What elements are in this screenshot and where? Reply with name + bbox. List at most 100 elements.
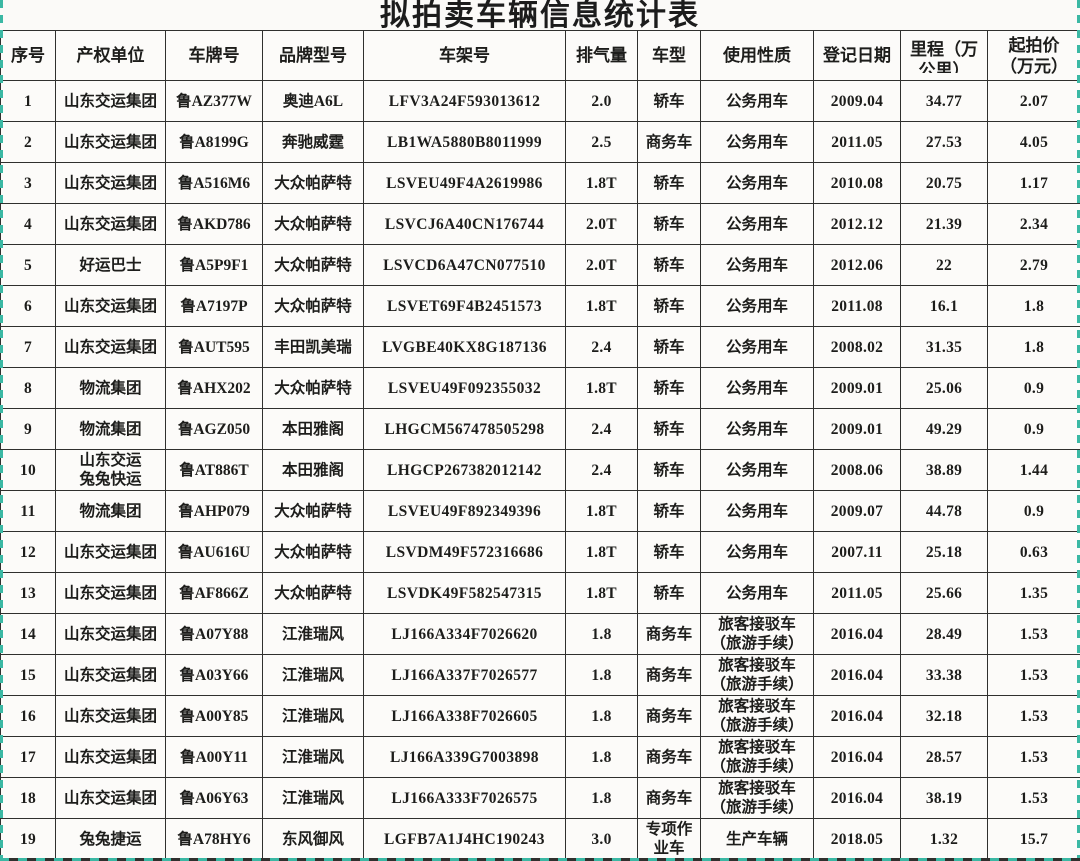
table-row: 18 山东交运集团 鲁A06Y63 江淮瑞风 LJ166A333F7026575 1.8 商… — [0, 777, 1080, 819]
cell-type: 轿车 — [637, 285, 701, 327]
cell-plate: 鲁A516M6 — [165, 162, 263, 204]
cell-type: 商务车 — [637, 613, 701, 655]
cell-mileage: 31.35 — [900, 326, 988, 368]
cell-displacement: 1.8T — [565, 490, 638, 532]
cell-price: 0.9 — [987, 490, 1080, 532]
cell-no: 15 — [0, 654, 56, 696]
cell-type: 轿车 — [637, 203, 701, 245]
cell-reg_date: 2009.01 — [813, 408, 901, 450]
cell-usage: 公务用车 — [700, 572, 814, 614]
cell-vin: LSVEU49F892349396 — [363, 490, 566, 532]
cell-displacement: 2.4 — [565, 449, 638, 491]
cell-no: 7 — [0, 326, 56, 368]
cell-reg_date: 2012.12 — [813, 203, 901, 245]
cell-usage: 公务用车 — [700, 244, 814, 286]
cell-vin: LB1WA5880B8011999 — [363, 121, 566, 163]
cell-owner: 好运巴士 — [55, 244, 166, 286]
cell-owner: 物流集团 — [55, 490, 166, 532]
cell-model: 东风御风 — [262, 818, 364, 860]
cell-plate: 鲁AT886T — [165, 449, 263, 491]
cell-owner: 山东交运集团 — [55, 80, 166, 122]
cell-type: 商务车 — [637, 654, 701, 696]
cell-plate: 鲁AKD786 — [165, 203, 263, 245]
cell-displacement: 2.4 — [565, 408, 638, 450]
cell-displacement: 2.0 — [565, 80, 638, 122]
cell-type: 专项作业车 — [637, 818, 701, 860]
cell-usage: 公务用车 — [700, 449, 814, 491]
cell-displacement: 1.8T — [565, 285, 638, 327]
cell-displacement: 3.0 — [565, 818, 638, 860]
vehicle-auction-table: 序号 产权单位 车牌号 品牌型号 车架号 排气量 车型 使用性质 登记日期 里程（万公里） 起拍价 … — [0, 30, 1080, 860]
cell-usage: 旅客接驳车 （旅游手续） — [700, 654, 814, 696]
table-row: 1 山东交运集团 鲁AZ377W 奥迪A6L LFV3A24F593013612 2.0 轿… — [0, 80, 1080, 122]
cell-vin: LSVET69F4B2451573 — [363, 285, 566, 327]
cell-displacement: 2.4 — [565, 326, 638, 368]
cell-no: 19 — [0, 818, 56, 860]
cell-owner: 山东交运集团 — [55, 777, 166, 819]
cell-vin: LJ166A334F7026620 — [363, 613, 566, 655]
cell-model: 大众帕萨特 — [262, 203, 364, 245]
table-row: 5 好运巴士 鲁A5P9F1 大众帕萨特 LSVCD6A47CN077510 2.0T 轿车… — [0, 244, 1080, 286]
cell-type: 商务车 — [637, 695, 701, 737]
cell-model: 本田雅阁 — [262, 408, 364, 450]
cell-usage: 旅客接驳车 （旅游手续） — [700, 613, 814, 655]
cell-usage: 公务用车 — [700, 408, 814, 450]
cell-displacement: 2.0T — [565, 244, 638, 286]
cell-usage: 旅客接驳车 （旅游手续） — [700, 695, 814, 737]
cell-no: 4 — [0, 203, 56, 245]
cell-model: 大众帕萨特 — [262, 490, 364, 532]
cell-type: 轿车 — [637, 244, 701, 286]
cell-plate: 鲁AHP079 — [165, 490, 263, 532]
cell-price: 1.53 — [987, 654, 1080, 696]
cell-model: 大众帕萨特 — [262, 367, 364, 409]
cell-reg_date: 2008.02 — [813, 326, 901, 368]
cell-vin: LVGBE40KX8G187136 — [363, 326, 566, 368]
cell-type: 轿车 — [637, 326, 701, 368]
cell-mileage: 28.57 — [900, 736, 988, 778]
cell-model: 江淮瑞风 — [262, 736, 364, 778]
cell-owner: 物流集团 — [55, 367, 166, 409]
cell-reg_date: 2010.08 — [813, 162, 901, 204]
column-header-price: 起拍价 （万元） — [987, 30, 1080, 81]
cell-no: 3 — [0, 162, 56, 204]
cell-displacement: 1.8T — [565, 162, 638, 204]
cell-no: 5 — [0, 244, 56, 286]
cell-no: 11 — [0, 490, 56, 532]
cell-price: 2.34 — [987, 203, 1080, 245]
cell-type: 轿车 — [637, 572, 701, 614]
cell-no: 2 — [0, 121, 56, 163]
cell-type: 商务车 — [637, 777, 701, 819]
cell-price: 1.8 — [987, 326, 1080, 368]
cell-usage: 公务用车 — [700, 531, 814, 573]
cell-displacement: 2.0T — [565, 203, 638, 245]
cell-vin: LJ166A337F7026577 — [363, 654, 566, 696]
cell-owner: 山东交运集团 — [55, 695, 166, 737]
cell-reg_date: 2011.08 — [813, 285, 901, 327]
table-row: 19 兔兔捷运 鲁A78HY6 东风御风 LGFB7A1J4HC190243 3.0 专项作… — [0, 818, 1080, 860]
cell-owner: 山东交运集团 — [55, 285, 166, 327]
cell-no: 18 — [0, 777, 56, 819]
cell-no: 9 — [0, 408, 56, 450]
cell-reg_date: 2011.05 — [813, 121, 901, 163]
cell-owner: 山东交运集团 — [55, 613, 166, 655]
cell-price: 1.35 — [987, 572, 1080, 614]
cell-plate: 鲁A7197P — [165, 285, 263, 327]
cell-vin: LJ166A339G7003898 — [363, 736, 566, 778]
cell-type: 商务车 — [637, 736, 701, 778]
cell-type: 轿车 — [637, 531, 701, 573]
table-row: 13 山东交运集团 鲁AF866Z 大众帕萨特 LSVDK49F582547315 1.8… — [0, 572, 1080, 614]
table-row: 3 山东交运集团 鲁A516M6 大众帕萨特 LSVEU49F4A2619986 1.8T… — [0, 162, 1080, 204]
cell-vin: LFV3A24F593013612 — [363, 80, 566, 122]
cell-model: 江淮瑞风 — [262, 777, 364, 819]
cell-vin: LJ166A333F7026575 — [363, 777, 566, 819]
cell-owner: 山东交运集团 — [55, 572, 166, 614]
cell-mileage: 1.32 — [900, 818, 988, 860]
table-body: 1 山东交运集团 鲁AZ377W 奥迪A6L LFV3A24F593013612 2.0 轿… — [0, 80, 1080, 860]
cell-vin: LSVEU49F092355032 — [363, 367, 566, 409]
table-row: 2 山东交运集团 鲁A8199G 奔驰威霆 LB1WA5880B8011999 2.5 商务… — [0, 121, 1080, 163]
cell-usage: 生产车辆 — [700, 818, 814, 860]
table-row: 4 山东交运集团 鲁AKD786 大众帕萨特 LSVCJ6A40CN176744 2.0T… — [0, 203, 1080, 245]
cell-price: 0.9 — [987, 408, 1080, 450]
cell-owner: 山东交运集团 — [55, 162, 166, 204]
